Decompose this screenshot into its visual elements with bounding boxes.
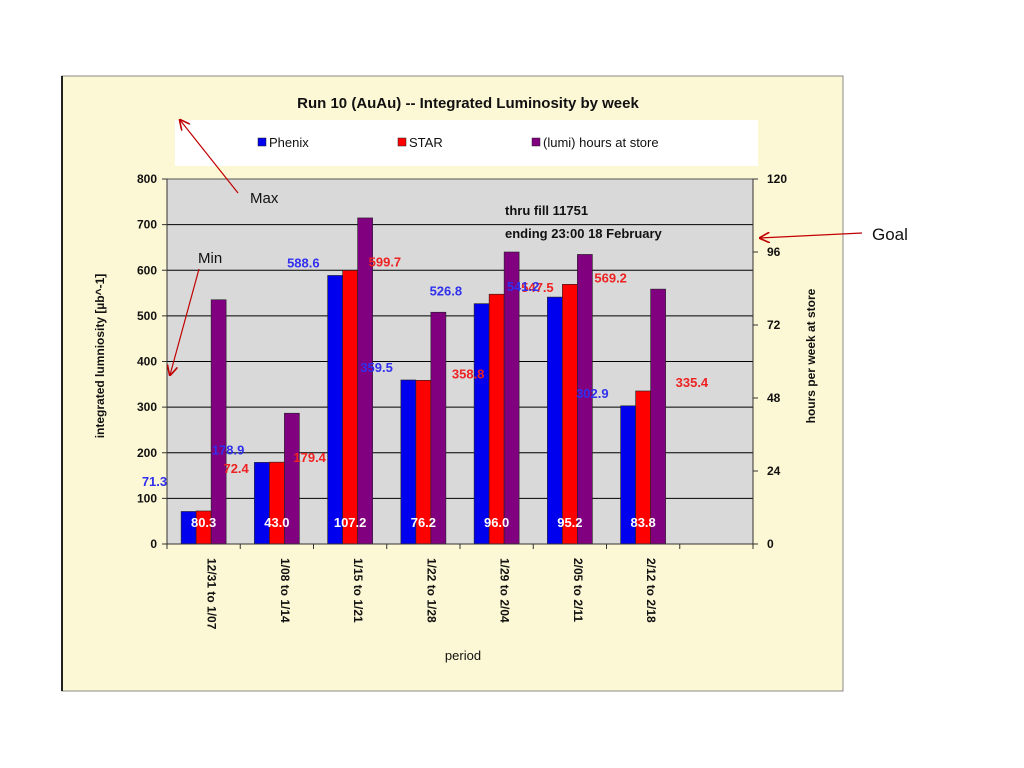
data-label-star: 335.4 <box>676 375 709 390</box>
bar-star <box>342 270 358 545</box>
x-axis-label: period <box>445 648 481 663</box>
data-label-star: 569.2 <box>594 270 627 285</box>
axes: 0 100 200 300 400 500 600 700 800 0 24 48 72 96 120 12/… <box>137 172 787 630</box>
data-label-star: 599.7 <box>369 254 402 269</box>
y2-tick-label: 96 <box>767 245 781 259</box>
data-label-star: 358.8 <box>452 366 485 381</box>
data-label-phenix: 178.9 <box>212 442 245 457</box>
data-label-phenix: 526.8 <box>430 284 463 299</box>
x-tick-label: 1/22 to 1/28 <box>424 558 438 623</box>
bar-lumihoursatstore <box>430 311 447 545</box>
y-tick-label: 600 <box>137 263 157 277</box>
x-tick-label: 12/31 to 1/07 <box>205 558 219 630</box>
data-label-phenix: 541.2 <box>507 279 540 294</box>
y-tick-label: 700 <box>137 218 157 232</box>
y-tick-label: 800 <box>137 172 157 186</box>
bar-phenix <box>254 462 270 545</box>
annotation-line-1: thru fill 11751 <box>505 203 588 218</box>
min-callout: Min <box>198 250 222 267</box>
y-tick-label: 200 <box>137 446 157 460</box>
data-label-hours: 43.0 <box>264 515 289 530</box>
bar-lumihoursatstore <box>650 288 666 545</box>
bar-phenix <box>473 303 490 545</box>
legend-label: Phenix <box>269 135 309 150</box>
bar-star <box>562 284 578 545</box>
bar-star <box>488 293 505 545</box>
data-label-star: 547.5 <box>521 280 554 295</box>
y2-tick-label: 24 <box>767 464 781 478</box>
legend-swatch <box>397 137 407 147</box>
data-label-hours: 96.0 <box>484 515 509 530</box>
bar-phenix <box>547 296 563 545</box>
y-tick-label: 100 <box>137 491 157 505</box>
y2-tick-label: 72 <box>767 318 781 332</box>
legend-label: STAR <box>409 135 443 150</box>
data-label-star: 72.4 <box>223 461 249 476</box>
legend-swatch <box>257 137 267 147</box>
x-tick-label: 2/12 to 2/18 <box>644 558 658 623</box>
data-label-phenix: 71.3 <box>142 474 167 489</box>
y2-tick-label: 120 <box>767 172 787 186</box>
x-tick-label: 2/05 to 2/11 <box>571 558 585 622</box>
max-arrow <box>180 120 239 194</box>
chart-title: Run 10 (AuAu) -- Integrated Luminosity b… <box>297 95 639 112</box>
y2-axis-label: hours per week at store <box>804 288 818 423</box>
x-tick-label: 1/08 to 1/14 <box>278 558 292 623</box>
data-label-phenix: 302.9 <box>576 386 609 401</box>
data-label-hours: 80.3 <box>191 515 216 530</box>
y-tick-label: 500 <box>137 309 157 323</box>
legend-swatch <box>531 137 541 147</box>
y2-tick-label: 0 <box>767 537 774 551</box>
goal-arrow <box>760 233 863 238</box>
goal-callout: Goal <box>872 225 908 244</box>
max-callout: Max <box>250 190 279 207</box>
bar-phenix <box>327 275 343 545</box>
data-label-hours: 107.2 <box>334 515 367 530</box>
y-tick-label: 300 <box>137 400 157 414</box>
bar-star <box>269 461 285 545</box>
y2-tick-label: 48 <box>767 391 781 405</box>
min-arrow <box>170 268 200 375</box>
annotation-line-2: ending 23:00 18 February <box>505 226 663 241</box>
data-labels: 71.3 72.4 80.3 178.9 179.4 43.0 588.6 599.7 107.… <box>142 254 709 530</box>
x-tick-label: 1/15 to 1/21 <box>351 558 365 623</box>
legend-box <box>175 120 758 166</box>
data-label-phenix: 588.6 <box>287 255 320 270</box>
data-label-hours: 83.8 <box>630 515 655 530</box>
data-label-phenix: 359.5 <box>360 360 393 375</box>
bar-lumihoursatstore <box>210 299 227 545</box>
legend: Phenix STAR (lumi) hours at store <box>257 135 659 150</box>
x-tick-label: 1/29 to 2/04 <box>498 558 512 623</box>
bar-lumihoursatstore <box>503 251 520 545</box>
y-tick-label: 0 <box>150 537 157 551</box>
data-label-hours: 95.2 <box>557 515 582 530</box>
data-label-star: 179.4 <box>293 450 326 465</box>
y-tick-label: 400 <box>137 355 157 369</box>
data-label-hours: 76.2 <box>411 515 436 530</box>
y-axis-label: integrated lumniosity [µb^-1] <box>93 274 107 439</box>
legend-label: (lumi) hours at store <box>543 135 659 150</box>
